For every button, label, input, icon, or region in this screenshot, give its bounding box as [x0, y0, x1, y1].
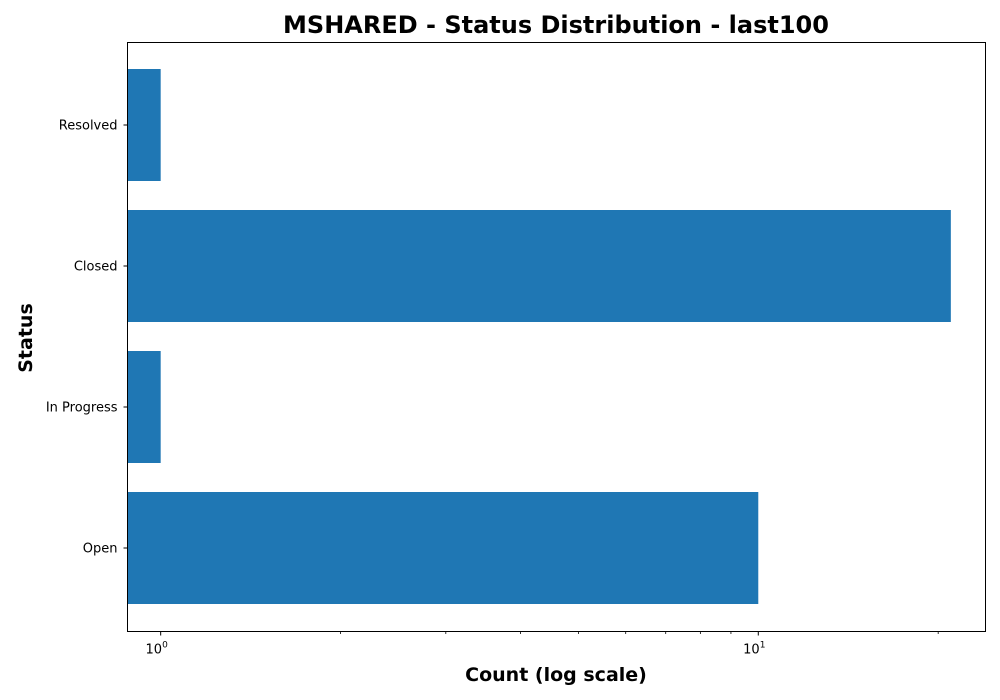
y-tick-label-closed: Closed	[74, 260, 118, 275]
bar-in-progress	[127, 351, 161, 463]
y-tick-label-in-progress: In Progress	[46, 401, 118, 416]
plot-frame	[127, 42, 986, 632]
bar-open	[127, 492, 759, 604]
y-tick-label-resolved: Resolved	[59, 119, 118, 134]
bars-group	[127, 69, 951, 604]
x-axis: 100 101	[146, 631, 939, 658]
chart-title: MSHARED - Status Distribution - last100	[283, 11, 829, 39]
y-tick-label-open: Open	[83, 542, 118, 557]
y-axis: Open In Progress Closed Resolved	[46, 119, 128, 557]
x-tick-label: 101	[743, 641, 765, 658]
x-axis-label: Count (log scale)	[465, 664, 647, 686]
bar-resolved	[127, 69, 161, 181]
bar-closed	[127, 210, 951, 322]
y-axis-label: Status	[15, 303, 37, 373]
x-tick-label: 100	[146, 641, 169, 658]
